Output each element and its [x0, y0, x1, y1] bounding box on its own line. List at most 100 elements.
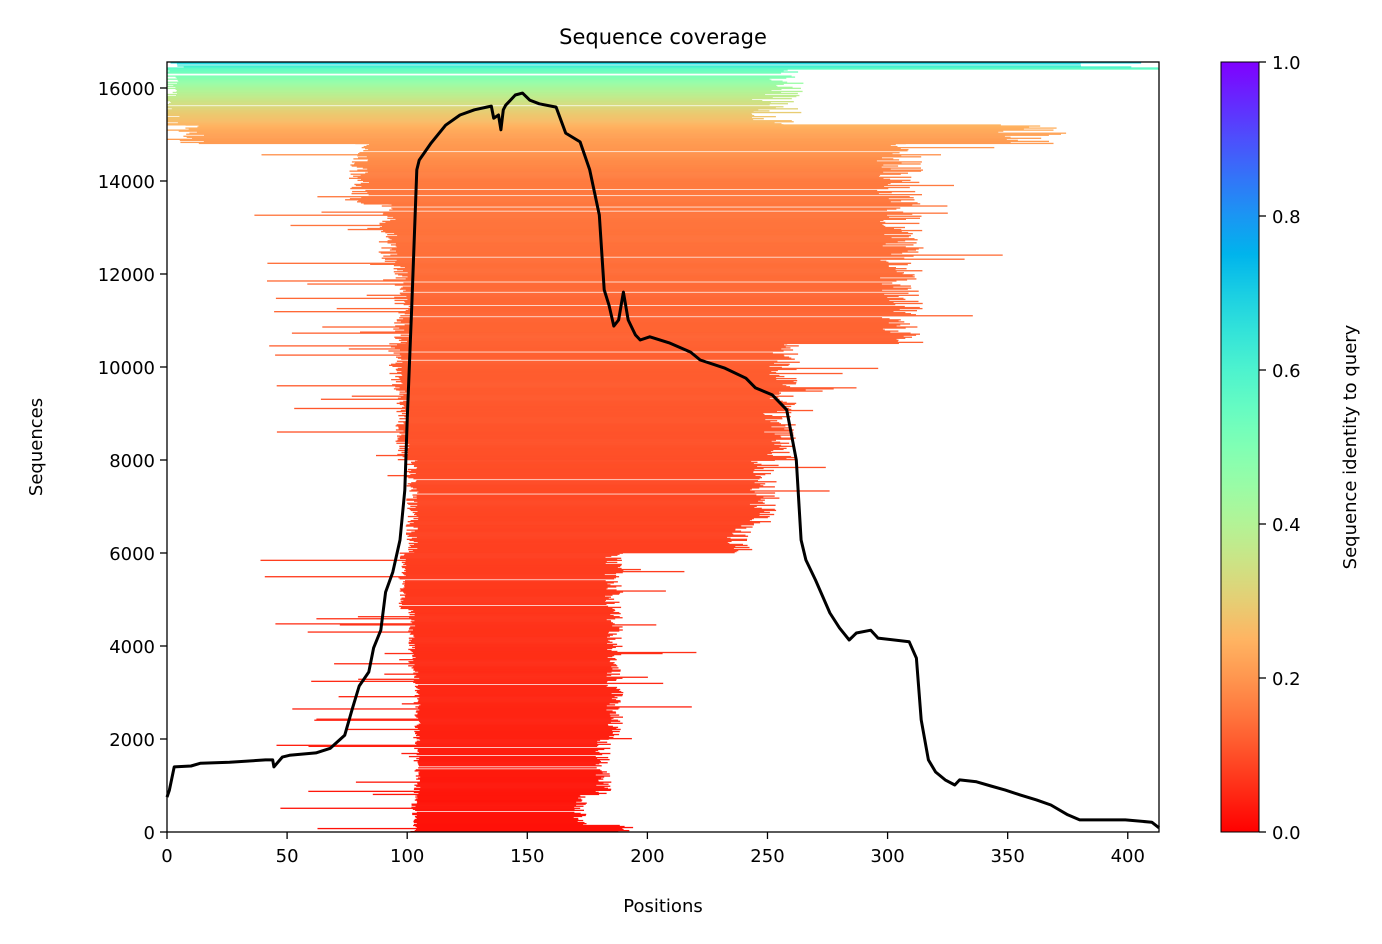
sequence-row: [414, 670, 621, 672]
sequence-row: [387, 240, 906, 242]
sequence-row: [408, 477, 762, 479]
sequence-row: [405, 457, 787, 460]
sequence-row: [409, 627, 620, 629]
sequence-row: [411, 803, 586, 805]
sequence-row: [357, 616, 620, 618]
sequence-row: [407, 483, 766, 485]
sequence-row: [407, 420, 778, 422]
sequence-row: [415, 741, 608, 743]
sequence-row: [391, 239, 918, 241]
sequence-row: [391, 378, 777, 381]
sequence-row: [167, 112, 752, 115]
sequence-row: [408, 648, 608, 651]
sequence-row: [407, 272, 904, 274]
sequence-row: [409, 662, 615, 664]
sequence-row: [414, 664, 617, 666]
sequence-row: [402, 455, 792, 458]
sequence-row: [408, 308, 900, 311]
sequence-row: [397, 367, 879, 370]
sequence-row: [383, 279, 908, 281]
sequence-row: [197, 126, 1030, 128]
sequence-row: [311, 680, 608, 683]
sequence-row: [403, 404, 782, 407]
sequence-row: [413, 496, 764, 498]
sequence-row: [186, 136, 1011, 138]
x-tick-label: 100: [390, 846, 424, 867]
sequence-row: [388, 350, 784, 352]
sequence-row: [416, 674, 612, 676]
sequence-row: [402, 566, 618, 569]
sequence-row: [408, 548, 753, 551]
sequence-row: [396, 369, 778, 372]
sequence-row: [415, 715, 611, 717]
sequence-row: [398, 312, 906, 314]
sequence-row: [409, 471, 754, 474]
sequence-row: [404, 267, 896, 269]
sequence-row: [404, 567, 622, 570]
colorbar-tick-label: 1.0: [1272, 53, 1301, 74]
sequence-row: [360, 331, 891, 333]
sequence-row: [396, 410, 777, 413]
sequence-row: [401, 434, 794, 436]
sequence-row: [365, 147, 901, 150]
sequence-row: [383, 229, 923, 232]
sequence-row: [176, 90, 803, 93]
sequence-row: [417, 749, 599, 752]
sequence-row: [363, 145, 898, 148]
sequence-row: [167, 118, 764, 120]
sequence-row: [408, 637, 622, 639]
sequence-row: [411, 806, 575, 808]
sequence-row: [334, 663, 614, 665]
sequence-row: [417, 528, 736, 530]
sequence-row: [407, 399, 777, 401]
sequence-row: [389, 238, 915, 240]
sequence-row: [175, 86, 793, 89]
sequence-row: [413, 540, 732, 543]
sequence-row: [411, 537, 731, 539]
sequence-row: [401, 358, 795, 360]
sequence-row: [411, 610, 614, 613]
sequence-row: [390, 346, 786, 348]
sequence-row: [415, 809, 584, 811]
sequence-row: [401, 338, 897, 340]
sequence-row: [367, 160, 877, 162]
sequence-row: [418, 792, 607, 795]
sequence-row: [413, 791, 599, 794]
sequence-row: [417, 687, 617, 690]
sequence-row: [416, 737, 632, 740]
sequence-row: [405, 289, 883, 291]
sequence-row: [393, 352, 773, 354]
sequence-row: [275, 297, 904, 300]
sequence-row: [415, 682, 664, 685]
sequence-row: [400, 555, 612, 557]
sequence-row: [400, 607, 613, 610]
sequence-row: [167, 78, 770, 80]
sequence-row: [362, 167, 921, 169]
sequence-row: [420, 779, 599, 781]
sequence-row: [416, 536, 728, 538]
sequence-row: [396, 259, 881, 261]
sequence-row: [417, 762, 608, 764]
sequence-row: [418, 723, 608, 725]
sequence-row: [412, 646, 616, 649]
sequence-row: [175, 88, 782, 91]
sequence-row: [399, 387, 857, 389]
sequence-row: [391, 207, 901, 209]
sequence-row: [416, 743, 611, 745]
sequence-row: [290, 224, 884, 227]
sequence-row: [396, 442, 790, 444]
sequence-row: [413, 679, 617, 681]
sequence-row: [407, 433, 775, 435]
sequence-row: [401, 703, 610, 705]
sequence-row: [411, 667, 619, 669]
sequence-row: [417, 727, 617, 730]
sequence-row: [177, 92, 798, 95]
sequence-row: [399, 377, 797, 380]
sequence-row: [415, 512, 760, 515]
sequence-row: [408, 608, 615, 611]
sequence-row: [414, 818, 579, 821]
sequence-row: [414, 551, 735, 554]
sequence-row: [418, 758, 610, 761]
sequence-row: [397, 435, 781, 437]
sequence-row: [167, 68, 1159, 70]
